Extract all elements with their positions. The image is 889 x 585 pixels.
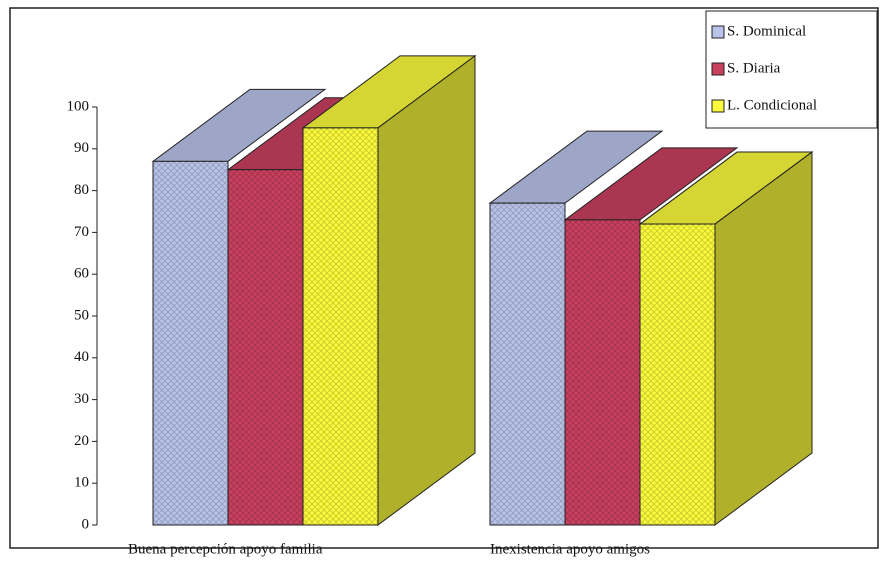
- y-tick-label: 50: [74, 307, 89, 323]
- y-tick-label: 70: [74, 224, 89, 240]
- y-tick-label: 30: [74, 391, 89, 407]
- y-tick-label: 0: [82, 516, 90, 532]
- legend-label: S. Diaria: [727, 60, 781, 76]
- legend-label: S. Dominical: [727, 23, 806, 39]
- y-tick-label: 20: [74, 433, 89, 449]
- y-tick-label: 100: [67, 98, 90, 114]
- bar-texture: [153, 161, 228, 525]
- y-tick-label: 40: [74, 349, 89, 365]
- y-tick-label: 90: [74, 140, 89, 156]
- bar-texture: [565, 219, 640, 526]
- legend-label: L. Condicional: [727, 97, 817, 113]
- legend-swatch: [711, 62, 725, 76]
- legend-swatch: [711, 25, 725, 39]
- y-tick-label: 80: [74, 182, 89, 198]
- x-tick-label: Inexistencia apoyo amigos: [490, 541, 650, 557]
- legend-swatch: [711, 99, 725, 113]
- bar-texture: [640, 224, 715, 526]
- bar-texture: [490, 203, 565, 525]
- bar-texture: [303, 127, 378, 526]
- x-tick-label: Buena percepción apoyo familia: [128, 541, 323, 557]
- legend-box: [705, 10, 878, 129]
- bar-texture: [228, 169, 303, 525]
- y-tick-label: 10: [74, 475, 89, 491]
- bar-side: [377, 54, 476, 526]
- y-tick-label: 60: [74, 266, 89, 282]
